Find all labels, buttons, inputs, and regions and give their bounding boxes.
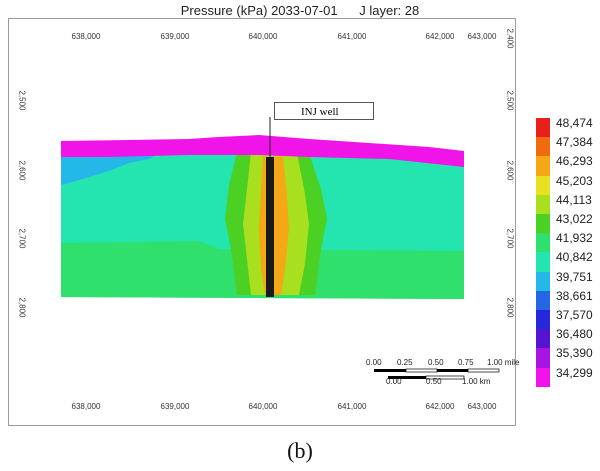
x-tick-bottom: 639,000 xyxy=(160,402,190,411)
x-tick-bottom: 642,000 xyxy=(425,402,455,411)
legend-value: 46,293 xyxy=(556,154,593,169)
cap-layer xyxy=(61,135,464,167)
x-tick-top: 638,000 xyxy=(71,32,101,41)
legend-swatch xyxy=(536,310,550,330)
legend-swatch xyxy=(536,290,550,310)
y-tick-right: 2,800 xyxy=(505,297,515,318)
y-tick-right: 2,500 xyxy=(505,90,515,111)
legend-swatch xyxy=(536,214,550,234)
y-tick-left: 2,800 xyxy=(17,297,27,318)
legend-value: 36,480 xyxy=(556,327,593,342)
scale-mile-label: 0.50 xyxy=(428,358,444,367)
plot-frame xyxy=(8,18,516,426)
legend-value: 41,932 xyxy=(556,231,593,246)
y-tick-right: 2,400 xyxy=(505,28,515,49)
scale-mile-label: 0.00 xyxy=(366,358,382,367)
x-tick-bottom: 638,000 xyxy=(71,402,101,411)
legend-swatch xyxy=(536,194,550,214)
y-tick-left: 2,600 xyxy=(17,160,27,181)
legend-value: 34,299 xyxy=(556,365,593,380)
x-tick-bottom: 643,000 xyxy=(467,402,497,411)
legend-value: 40,842 xyxy=(556,250,593,265)
plot-title: Pressure (kPa) 2033-07-01 J layer: 28 xyxy=(180,3,420,18)
legend-value: 39,751 xyxy=(556,269,593,284)
scale-km-label: 0.50 xyxy=(426,377,442,386)
legend-swatch xyxy=(536,271,550,291)
scale-km-label: 0.00 xyxy=(386,377,402,386)
well-perforation xyxy=(266,157,274,297)
legend-swatch xyxy=(536,233,550,253)
figure-caption: (b) xyxy=(287,438,313,463)
scale-mile-label: 1.00 mile xyxy=(487,358,520,367)
x-tick-bottom: 641,000 xyxy=(337,402,367,411)
legend-value: 48,474 xyxy=(556,116,593,130)
scale-mile-label: 0.25 xyxy=(397,358,413,367)
scale-mile-label: 0.75 xyxy=(458,358,474,367)
injection-well xyxy=(266,117,274,297)
well-label: INJ well xyxy=(274,102,374,120)
legend-swatch xyxy=(536,156,550,176)
x-tick-top: 642,000 xyxy=(425,32,455,41)
legend-value: 44,113 xyxy=(556,192,592,207)
pressure-map xyxy=(61,117,464,299)
y-tick-right: 2,600 xyxy=(505,160,515,181)
legend-swatch xyxy=(536,118,550,138)
scale-bar-graphic xyxy=(374,368,500,380)
legend-value: 47,384 xyxy=(556,135,593,150)
scale-km-label: 1.00 km xyxy=(462,377,491,386)
legend-value: 38,661 xyxy=(556,288,593,303)
legend-swatch xyxy=(536,137,550,157)
legend-value: 35,390 xyxy=(556,346,593,361)
legend-value: 45,203 xyxy=(556,173,593,188)
legend-value: 37,570 xyxy=(556,308,593,322)
x-tick-top: 640,000 xyxy=(248,32,278,41)
y-tick-left: 2,700 xyxy=(17,228,27,249)
legend-swatch xyxy=(536,348,550,368)
legend-swatch xyxy=(536,252,550,272)
legend-swatch xyxy=(536,175,550,195)
legend-swatch xyxy=(536,367,550,387)
x-tick-top: 641,000 xyxy=(337,32,367,41)
x-tick-bottom: 640,000 xyxy=(248,402,278,411)
legend-value: 43,022 xyxy=(556,212,593,226)
y-tick-left: 2,500 xyxy=(17,90,27,111)
x-tick-top: 643,000 xyxy=(467,32,497,41)
legend-swatch xyxy=(536,329,550,349)
y-tick-right: 2,700 xyxy=(505,228,515,249)
x-tick-top: 639,000 xyxy=(160,32,190,41)
left-low-zone xyxy=(61,153,159,185)
